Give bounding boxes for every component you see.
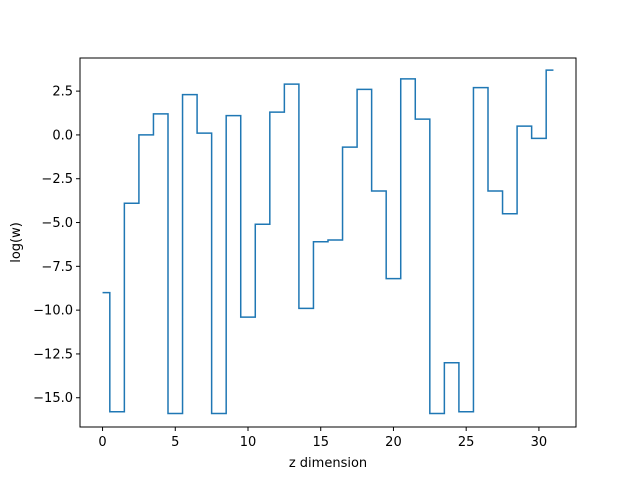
x-tick-label: 30 [531,435,548,450]
y-tick-label: −15.0 [33,391,73,406]
y-tick-label: 0.0 [52,128,73,143]
x-tick-label: 0 [98,435,106,450]
y-axis-label: log(w) [9,222,24,263]
x-tick-label: 20 [385,435,402,450]
x-tick-label: 15 [312,435,329,450]
plot-area [102,69,554,415]
y-tick-label: −10.0 [33,304,73,319]
y-tick-label: −5.0 [41,216,73,231]
y-tick-label: −7.5 [41,260,73,275]
y-tick-label: 2.5 [52,85,73,100]
x-tick-label: 5 [171,435,179,450]
series-line-0 [102,69,554,415]
y-tick-label: −2.5 [41,172,73,187]
axis-ticks: 0 5 10 15 20 25 30 2.5 0.0 −2.5 −5.0 −7.5 −10.0 −12.5… [33,85,547,450]
x-tick-label: 10 [240,435,257,450]
axes-frame [79,57,577,428]
x-tick-label: 25 [458,435,475,450]
x-axis-label: z dimension [289,456,367,471]
y-tick-label: −12.5 [33,347,73,362]
